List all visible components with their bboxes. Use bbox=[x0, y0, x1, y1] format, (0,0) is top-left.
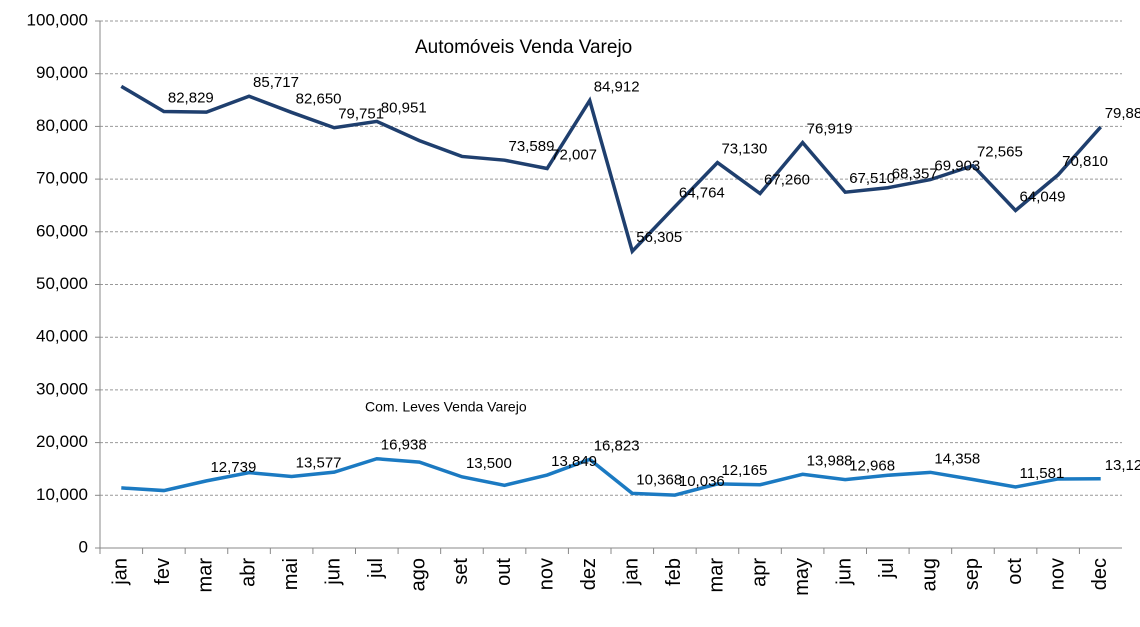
y-tick-label: 30,000 bbox=[36, 379, 88, 398]
data-label: 12,739 bbox=[210, 459, 256, 476]
data-label: 13,577 bbox=[296, 454, 342, 471]
data-label: 16,823 bbox=[594, 437, 640, 454]
data-label: 16,938 bbox=[381, 437, 427, 454]
x-tick-label: mar bbox=[195, 558, 217, 593]
x-tick-label: nov bbox=[535, 558, 557, 590]
data-label: 13,500 bbox=[466, 455, 512, 472]
x-tick-label: mai bbox=[280, 558, 302, 590]
x-tick-label: nov bbox=[1046, 558, 1068, 590]
y-tick-label: 10,000 bbox=[36, 485, 88, 504]
data-label: 13,988 bbox=[807, 452, 853, 469]
x-tick-label: feb bbox=[663, 558, 685, 586]
y-tick-label: 100,000 bbox=[27, 10, 88, 29]
data-label: 70,810 bbox=[1062, 153, 1108, 170]
data-label: 73,130 bbox=[721, 141, 767, 158]
x-tick-label: out bbox=[493, 558, 515, 586]
x-tick-label: abr bbox=[237, 558, 259, 587]
y-tick-label: 90,000 bbox=[36, 63, 88, 82]
y-tick-label: 50,000 bbox=[36, 274, 88, 293]
series-line bbox=[120, 84, 1103, 255]
series-title: Automóveis Venda Varejo bbox=[415, 37, 632, 58]
data-label: 64,764 bbox=[679, 185, 725, 202]
data-label: 12,165 bbox=[721, 462, 767, 479]
x-tick-label: mar bbox=[706, 558, 728, 593]
x-tick-label: aug bbox=[919, 558, 941, 591]
data-label: 72,565 bbox=[977, 144, 1023, 161]
y-tick-label: 70,000 bbox=[36, 169, 88, 188]
data-label: 12,968 bbox=[849, 458, 895, 475]
x-tick-label: may bbox=[791, 558, 813, 596]
series-title: Com. Leves Venda Varejo bbox=[365, 399, 527, 415]
x-tick-label: jan bbox=[621, 558, 643, 586]
x-tick-label: jun bbox=[322, 558, 344, 586]
x-tick-label: jul bbox=[365, 558, 387, 579]
y-tick-label: 0 bbox=[79, 537, 88, 556]
data-label: 82,650 bbox=[296, 90, 342, 107]
data-label: 56,305 bbox=[636, 229, 682, 246]
x-tick-label: dez bbox=[578, 558, 600, 590]
x-tick-label: ago bbox=[408, 558, 430, 591]
x-tick-label: jun bbox=[833, 558, 855, 586]
data-label: 82,829 bbox=[168, 89, 214, 106]
data-label: 67,260 bbox=[764, 172, 810, 189]
data-label: 10,368 bbox=[636, 471, 682, 488]
y-tick-label: 40,000 bbox=[36, 327, 88, 346]
data-label: 76,919 bbox=[807, 121, 853, 138]
data-label: 85,717 bbox=[253, 74, 299, 91]
y-tick-label: 60,000 bbox=[36, 221, 88, 240]
data-label: 80,951 bbox=[381, 99, 427, 116]
data-label: 73,589 bbox=[509, 138, 555, 155]
data-label: 84,912 bbox=[594, 78, 640, 95]
x-tick-label: oct bbox=[1004, 558, 1026, 585]
data-label: 11,581 bbox=[1020, 465, 1065, 482]
x-tick-label: apr bbox=[748, 558, 770, 587]
data-label: 13,849 bbox=[551, 453, 597, 470]
data-label: 64,049 bbox=[1020, 188, 1066, 205]
data-label: 68,357 bbox=[892, 166, 938, 183]
x-tick-label: jul bbox=[876, 558, 898, 579]
data-label: 69,903 bbox=[934, 158, 980, 175]
x-tick-label: fev bbox=[152, 558, 174, 585]
y-tick-label: 80,000 bbox=[36, 116, 88, 135]
series-line bbox=[121, 456, 1101, 497]
data-label: 72,007 bbox=[551, 146, 597, 163]
data-label: 79,751 bbox=[338, 106, 384, 123]
data-label: 13,129 bbox=[1105, 457, 1140, 474]
data-label: 14,358 bbox=[934, 450, 980, 467]
y-tick-label: 20,000 bbox=[36, 432, 88, 451]
x-tick-label: sep bbox=[961, 558, 983, 590]
data-label: 10,036 bbox=[679, 473, 725, 490]
x-tick-label: set bbox=[450, 558, 472, 585]
data-label: 79,885 bbox=[1105, 105, 1140, 122]
x-tick-label: jan bbox=[110, 558, 132, 586]
x-tick-label: dec bbox=[1089, 558, 1111, 590]
data-label: 67,510 bbox=[849, 170, 895, 187]
